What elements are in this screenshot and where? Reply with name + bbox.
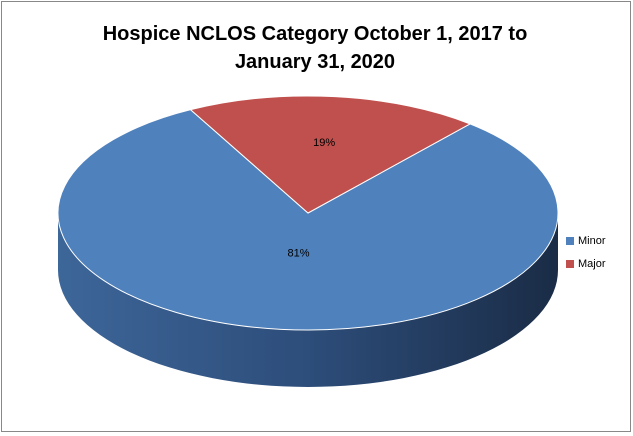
data-label: 19% (313, 137, 335, 149)
data-label: 81% (288, 248, 310, 260)
legend-swatch (566, 237, 574, 245)
legend-label: Major (578, 258, 606, 270)
legend-swatch (566, 260, 574, 268)
slice (189, 95, 472, 214)
slice (57, 109, 559, 331)
legend-label: Minor (578, 235, 606, 247)
chart-title: Hospice NCLOS Category October 1, 2017 t… (102, 23, 528, 73)
slice-side (58, 213, 558, 387)
